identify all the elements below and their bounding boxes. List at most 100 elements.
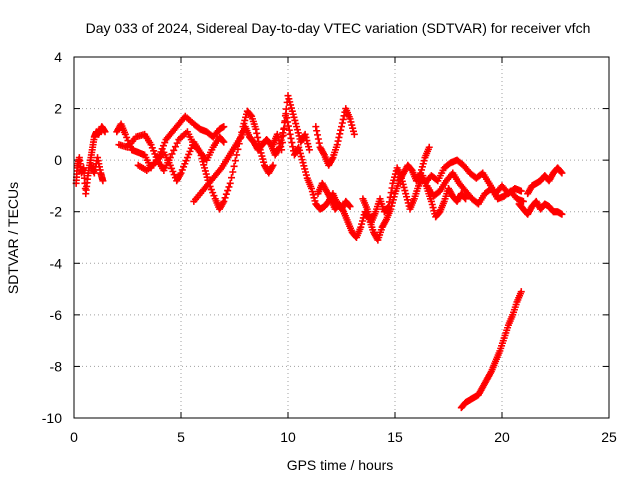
chart-title: Day 033 of 2024, Sidereal Day-to-day VTE… (86, 20, 591, 36)
data-point (285, 126, 293, 134)
data-point (282, 110, 290, 118)
data-point (254, 133, 262, 141)
data-point (286, 130, 294, 138)
x-tick-label: 0 (70, 429, 78, 445)
data-point (101, 128, 109, 136)
y-tick-label: -10 (42, 410, 62, 426)
data-point (226, 179, 234, 187)
data-point (305, 146, 313, 154)
data-point (278, 146, 286, 154)
data-point (252, 125, 260, 133)
y-axis-label: SDTVAR / TECUs (5, 182, 21, 294)
data-point (517, 187, 525, 195)
data-point (313, 127, 321, 135)
data-point (220, 123, 228, 131)
x-tick-label: 15 (387, 429, 403, 445)
data-point (335, 133, 343, 141)
data-point (461, 194, 469, 202)
series-trace-o (457, 288, 525, 412)
data-point (315, 139, 323, 147)
plot-frame (73, 56, 610, 419)
data-point (339, 115, 347, 123)
series-trace-m (524, 164, 566, 198)
data-point (346, 203, 354, 211)
x-tick-label: 10 (280, 429, 296, 445)
x-tick-label: 5 (177, 429, 185, 445)
y-tick-label: -8 (50, 358, 63, 374)
data-point (224, 187, 232, 195)
data-point (338, 123, 345, 131)
data-point (289, 143, 297, 151)
data-point (247, 111, 255, 119)
data-point (99, 177, 107, 185)
data-point (283, 114, 291, 122)
data-point (517, 288, 525, 296)
data-point (229, 168, 237, 176)
series-trace-n (515, 197, 566, 218)
data-point (558, 169, 566, 177)
data-point (312, 123, 320, 131)
data-point (284, 118, 292, 126)
y-tick-label: -6 (50, 307, 63, 323)
data-points (72, 92, 566, 412)
data-point (173, 139, 181, 147)
data-point (385, 198, 393, 206)
data-point (280, 124, 288, 132)
series-trace-a (72, 123, 109, 198)
data-point (388, 184, 396, 192)
data-point (519, 197, 527, 205)
series-trace-j (359, 164, 470, 226)
x-tick-label: 25 (601, 429, 617, 445)
data-point (225, 183, 233, 191)
y-tick-label: 4 (54, 49, 62, 65)
data-point (284, 122, 292, 130)
data-point (333, 141, 341, 149)
data-point (462, 195, 470, 203)
data-point (384, 204, 392, 212)
y-tick-label: -2 (50, 204, 63, 220)
series-trace-b (87, 154, 107, 185)
data-point (385, 203, 393, 211)
data-point (269, 161, 277, 169)
data-point (279, 131, 287, 139)
x-tick-label: 20 (494, 429, 510, 445)
data-point (314, 135, 322, 143)
data-point (287, 134, 295, 142)
data-point (222, 190, 230, 198)
data-point (253, 129, 261, 137)
data-point (336, 130, 344, 138)
data-point (350, 130, 358, 138)
data-point (220, 197, 228, 205)
data-point (278, 139, 286, 147)
data-point (230, 162, 238, 170)
series-trace-h (312, 105, 358, 169)
data-point (557, 168, 565, 176)
axis-ticks: 0 5 10 15 20 25 -10 -8 -6 -4 -2 0 2 4 (42, 49, 617, 445)
data-point (314, 131, 322, 139)
data-point (233, 151, 241, 159)
data-point (338, 119, 346, 127)
data-point (387, 189, 395, 197)
data-point (168, 150, 176, 158)
x-axis-label: GPS time / hours (287, 457, 394, 473)
data-point (345, 202, 353, 210)
data-point (171, 143, 179, 151)
series-trace-c (113, 112, 228, 172)
data-point (334, 137, 342, 145)
data-point (425, 143, 433, 151)
data-point (219, 137, 227, 145)
data-point (221, 194, 229, 202)
data-point (231, 157, 239, 165)
data-point (170, 146, 178, 154)
y-tick-label: 2 (54, 101, 62, 117)
y-tick-label: 0 (54, 152, 62, 168)
data-point (220, 138, 228, 146)
y-tick-label: -4 (50, 255, 63, 271)
data-point (288, 139, 296, 147)
data-point (228, 174, 236, 182)
data-point (386, 193, 394, 201)
data-point (558, 210, 566, 218)
data-point (337, 126, 345, 134)
